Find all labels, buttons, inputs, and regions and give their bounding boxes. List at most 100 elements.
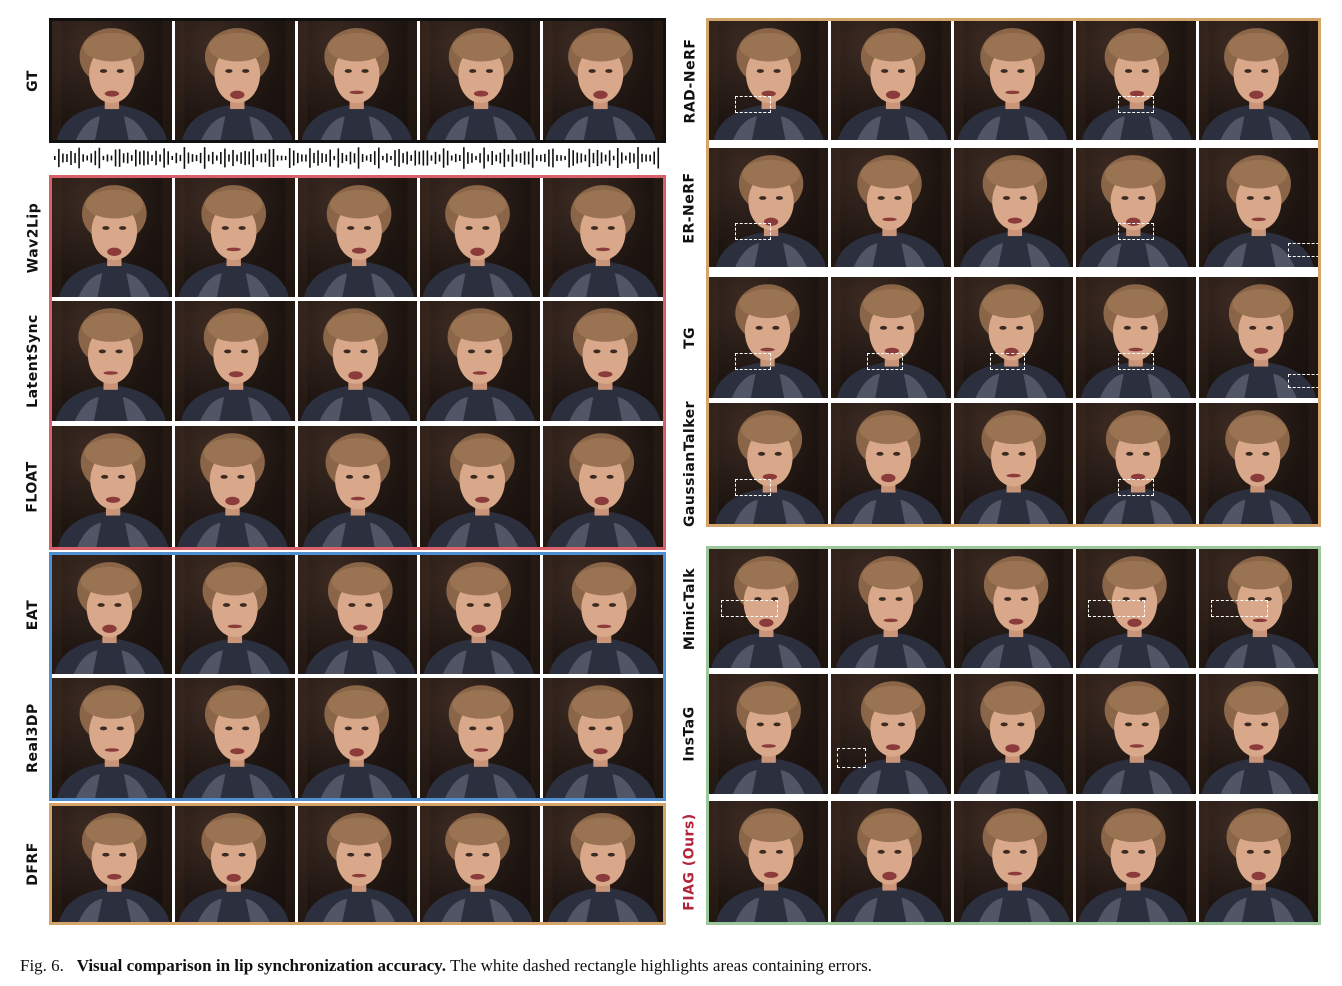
waveform-bar — [333, 155, 336, 161]
video-frame-float-4 — [420, 426, 541, 547]
video-frame-gaussiantalker-4 — [1076, 403, 1196, 524]
row-label-text: FLOAT — [25, 460, 41, 513]
video-frame-tg-4 — [1076, 277, 1196, 398]
row-eat — [52, 555, 663, 674]
row-label-fiag: FIAG (Ours) — [675, 801, 705, 922]
error-highlight-box — [1118, 222, 1154, 240]
video-frame-dfrf-4 — [420, 806, 541, 922]
video-frame-latentsync-4 — [420, 301, 541, 421]
waveform-bar — [475, 155, 477, 161]
row-dfrf — [52, 806, 663, 922]
row-label-text: LatentSync — [25, 314, 42, 408]
waveform-bar — [191, 154, 194, 162]
waveform-bar — [252, 148, 255, 168]
row-label-eat: EAT — [18, 555, 48, 674]
group-nerf-methods — [706, 18, 1321, 527]
video-frame-dfrf-5 — [543, 806, 663, 922]
waveform-bar — [499, 152, 502, 164]
audio-waveform — [54, 147, 660, 169]
waveform-bar — [70, 150, 72, 166]
row-gt — [52, 21, 663, 140]
waveform-bar — [519, 153, 522, 163]
waveform-bar — [430, 155, 433, 161]
row-gaussiantalker — [709, 403, 1319, 524]
video-frame-instag-4 — [1076, 674, 1196, 794]
waveform-bar — [66, 154, 68, 162]
waveform-bar — [535, 155, 538, 161]
waveform-bar — [515, 154, 518, 162]
waveform-bar — [301, 154, 303, 162]
caption-title: Visual comparison in lip synchronization… — [76, 956, 446, 975]
waveform-bar — [637, 147, 639, 169]
waveform-bar — [135, 149, 137, 167]
row-latentsync — [52, 301, 663, 421]
video-frame-mimictalk-4 — [1076, 549, 1196, 668]
video-frame-mimictalk-1 — [709, 549, 829, 668]
waveform-bar — [596, 149, 599, 167]
waveform-bar — [523, 151, 526, 165]
waveform-bar — [592, 152, 595, 164]
row-label-text: Real3DP — [25, 703, 41, 773]
waveform-bar — [114, 149, 117, 167]
video-frame-tg-1 — [709, 277, 829, 398]
video-frame-mimictalk-3 — [953, 549, 1074, 668]
video-frame-instag-2 — [831, 674, 951, 794]
waveform-bar — [122, 153, 125, 163]
waveform-bar — [305, 154, 307, 162]
waveform-bar — [288, 148, 291, 168]
waveform-bar — [365, 155, 368, 161]
waveform-bar — [345, 154, 348, 162]
waveform-bar — [410, 155, 412, 161]
waveform-bar — [560, 155, 562, 161]
waveform-bar — [143, 150, 145, 166]
row-label-real3dp: Real3DP — [18, 678, 48, 798]
waveform-bar — [507, 154, 510, 162]
waveform-bar — [159, 154, 161, 162]
video-frame-latentsync-5 — [543, 301, 663, 421]
row-label-text: TG — [681, 326, 698, 349]
group-gaussian-methods — [706, 546, 1321, 925]
row-label-dfrf: DFRF — [18, 806, 48, 922]
waveform-bar — [139, 151, 141, 165]
error-highlight-box — [735, 479, 772, 497]
video-frame-eat-2 — [174, 555, 295, 674]
row-rad-nerf — [709, 21, 1319, 140]
video-frame-rad-nerf-4 — [1076, 21, 1196, 140]
waveform-bar — [175, 152, 178, 164]
waveform-bar — [369, 154, 372, 162]
video-frame-fiag-1 — [709, 801, 829, 922]
row-tg — [709, 277, 1319, 398]
video-frame-gaussiantalker-3 — [953, 403, 1074, 524]
waveform-bar — [187, 152, 190, 164]
waveform-bar — [621, 152, 623, 164]
waveform-bar — [272, 149, 275, 167]
row-label-wav2lip: Wav2Lip — [18, 178, 48, 297]
video-frame-instag-1 — [709, 674, 829, 794]
video-frame-real3dp-1 — [52, 678, 172, 798]
video-frame-eat-4 — [420, 555, 541, 674]
waveform-bar — [260, 153, 263, 163]
group-ground-truth — [49, 18, 666, 143]
waveform-bar — [540, 154, 542, 162]
waveform-bar — [58, 148, 60, 168]
waveform-bar — [434, 151, 437, 165]
waveform-bar — [74, 153, 76, 163]
waveform-bar — [649, 154, 651, 162]
row-instag — [709, 674, 1319, 794]
video-frame-tg-2 — [831, 277, 951, 398]
waveform-bar — [207, 154, 210, 162]
waveform-bar — [313, 152, 315, 164]
video-frame-fiag-3 — [953, 801, 1074, 922]
video-frame-gt-3 — [297, 21, 418, 140]
waveform-bar — [487, 154, 489, 162]
waveform-bar — [629, 152, 631, 164]
error-highlight-box — [1118, 353, 1154, 371]
waveform-bar — [118, 149, 121, 167]
waveform-bar — [418, 151, 421, 165]
video-frame-gaussiantalker-5 — [1198, 403, 1319, 524]
waveform-bar — [110, 155, 113, 161]
waveform-bar — [426, 150, 429, 166]
row-label-text: RAD-NeRF — [682, 38, 698, 123]
video-frame-real3dp-3 — [297, 678, 418, 798]
waveform-bar — [625, 155, 627, 161]
